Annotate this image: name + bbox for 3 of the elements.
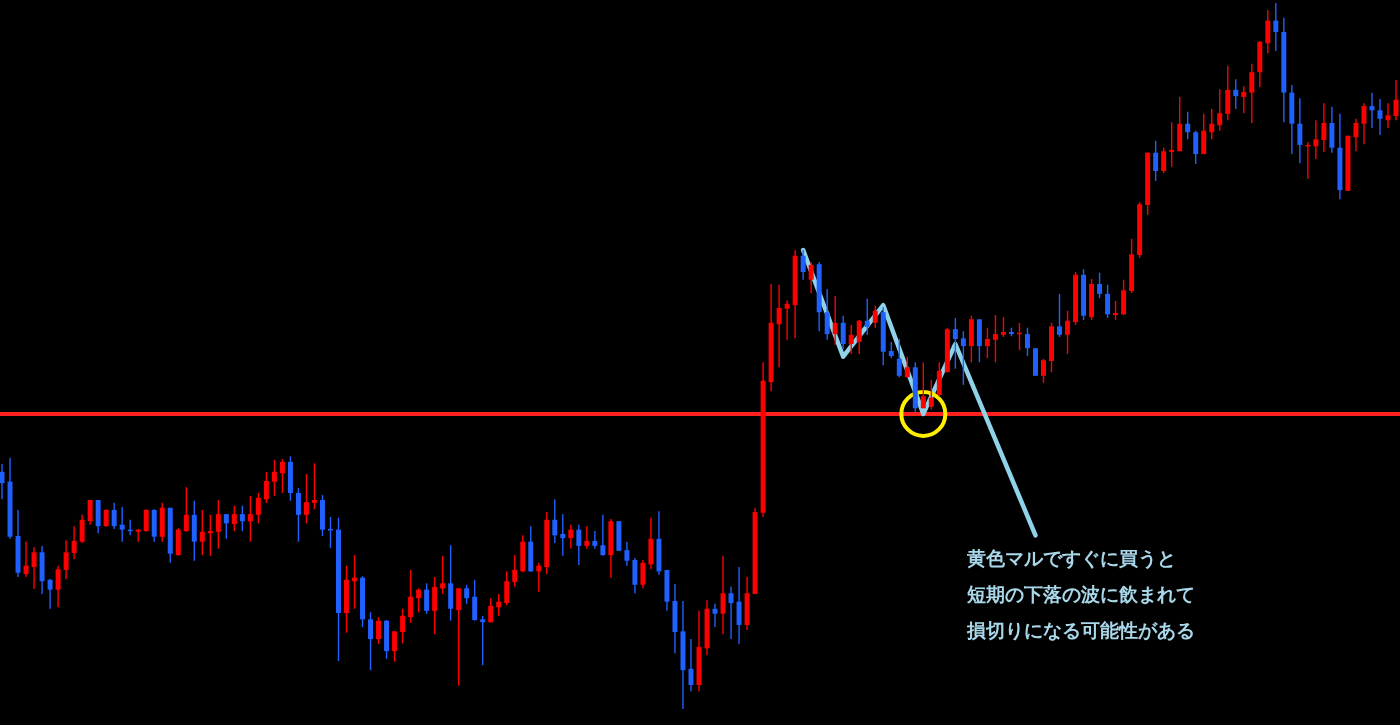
annotation: 損切りになる可能性がある bbox=[966, 619, 1195, 641]
annotation: 短期の下落の波に飲まれて bbox=[966, 583, 1195, 605]
annotation: 黄色マルですぐに買うと bbox=[966, 547, 1176, 570]
